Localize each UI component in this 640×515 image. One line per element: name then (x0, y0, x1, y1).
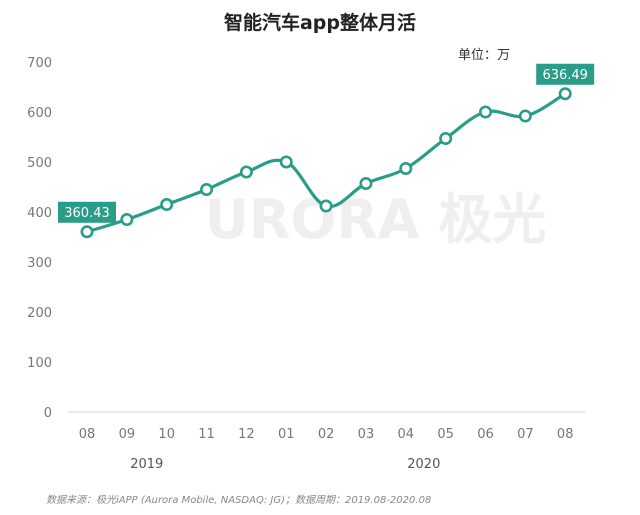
series-layer (80, 87, 572, 239)
x-tick-label: 10 (158, 427, 175, 442)
x-tick-label: 02 (318, 427, 335, 442)
y-tick-label: 200 (27, 306, 52, 321)
data-label: 360.43 (64, 206, 110, 221)
data-point-marker (120, 213, 134, 227)
data-point-marker (160, 198, 174, 212)
y-tick-label: 300 (27, 256, 52, 271)
x-tick-label: 08 (79, 427, 96, 442)
watermark-logo: URORA 极光 (205, 188, 547, 251)
axis-layer: 0 100 200 300 400 500 600 700 08 09 10 11 12 01 02 03 04… (27, 56, 585, 472)
x-tick-label: 07 (517, 427, 534, 442)
data-point-marker (439, 132, 453, 146)
y-tick-label: 100 (27, 356, 52, 371)
y-tick-label: 0 (44, 406, 52, 421)
unit-label: 单位：万 (458, 48, 511, 63)
data-label: 636.49 (542, 68, 588, 83)
x-tick-label: 05 (437, 427, 454, 442)
data-point-marker (359, 177, 373, 191)
y-tick-label: 700 (27, 56, 52, 71)
data-point-marker (558, 87, 572, 101)
y-tick-label: 400 (27, 206, 52, 221)
y-tick-label: 600 (27, 106, 52, 121)
data-point-marker (200, 183, 214, 197)
data-point-marker (279, 155, 293, 169)
year-label-2020: 2020 (407, 457, 440, 472)
x-tick-label: 12 (238, 427, 255, 442)
data-point-marker (518, 109, 532, 123)
data-label-box (58, 201, 116, 223)
source-note: 数据来源：极光iAPP (Aurora Mobile, NASDAQ: JG)；… (46, 495, 432, 506)
data-point-marker (399, 162, 413, 176)
x-tick-label: 11 (198, 427, 215, 442)
data-point-marker (80, 225, 94, 239)
x-tick-label: 04 (398, 427, 415, 442)
data-label-layer: 360.43 636.49 (58, 63, 595, 223)
x-tick-label: 03 (358, 427, 375, 442)
y-tick-label: 500 (27, 156, 52, 171)
data-point-marker (319, 199, 333, 213)
year-label-2019: 2019 (130, 457, 163, 472)
x-tick-label: 01 (278, 427, 295, 442)
x-tick-label: 06 (477, 427, 494, 442)
data-label-box (536, 63, 595, 85)
x-tick-label: 09 (119, 427, 136, 442)
chart-title: 智能汽车app整体月活 (223, 12, 417, 34)
data-point-marker (478, 105, 492, 119)
x-tick-label: 08 (557, 427, 574, 442)
data-point-marker (239, 165, 253, 179)
